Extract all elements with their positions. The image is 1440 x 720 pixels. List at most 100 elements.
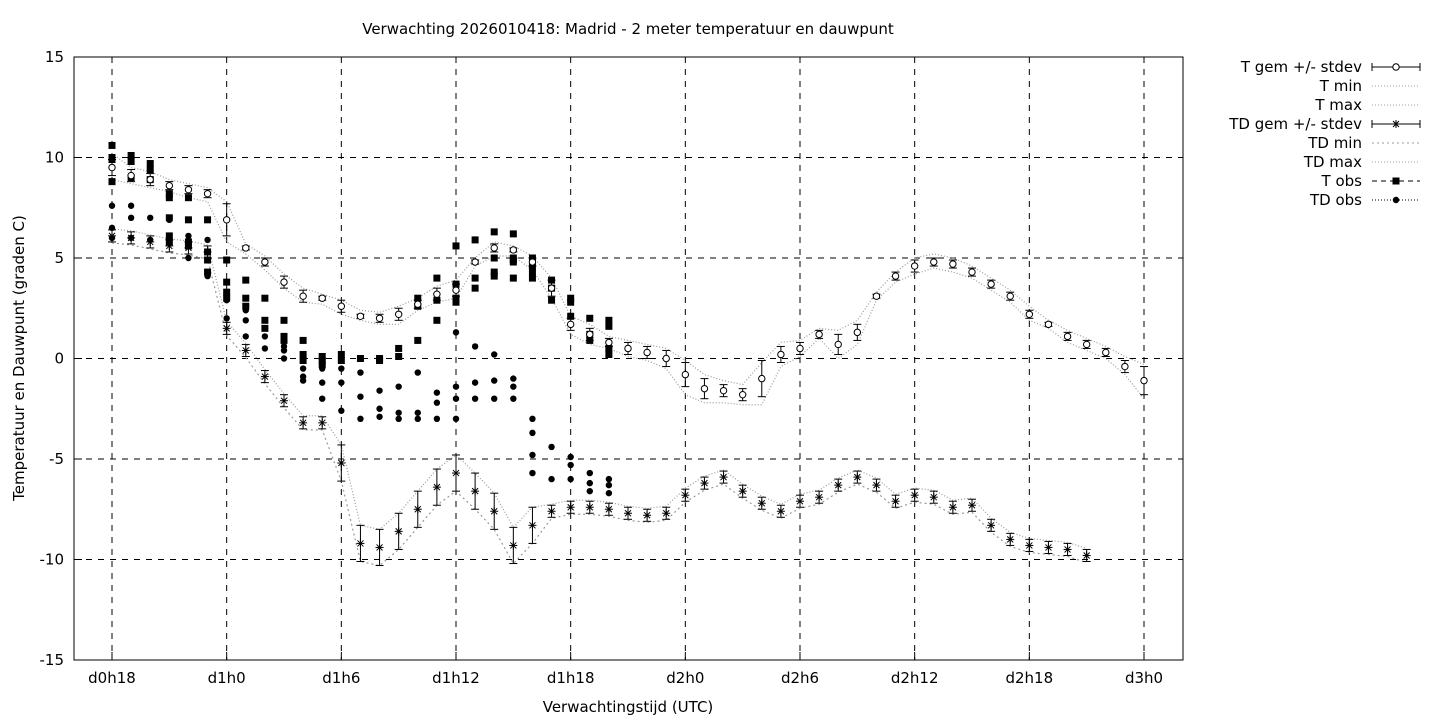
x-tick-label: d1h0 — [208, 669, 246, 687]
point-t-obs — [433, 274, 441, 282]
chart-title: Verwachting 2026010418: Madrid - 2 meter… — [362, 20, 894, 38]
point-t-obs — [108, 178, 116, 186]
point-t-gem — [528, 258, 537, 266]
point-t-obs — [567, 294, 575, 302]
series-td-max-line — [111, 228, 1087, 550]
point-td-gem — [432, 483, 441, 492]
point-t-gem — [127, 171, 135, 180]
point-t-gem — [299, 292, 307, 300]
point-td-obs — [491, 395, 498, 402]
point-t-obs — [567, 298, 575, 306]
star-stroke — [586, 503, 594, 511]
legend-label: T min — [1319, 77, 1362, 95]
point-td-obs — [127, 202, 135, 209]
point-t-obs — [242, 294, 250, 302]
point-td-gem — [719, 473, 728, 482]
point-td-gem — [299, 418, 308, 427]
legend-marker — [1392, 177, 1400, 185]
point-td-obs — [242, 307, 249, 314]
point-td-gem — [738, 487, 747, 496]
point-td-obs — [414, 409, 421, 416]
point-t-obs — [490, 272, 498, 280]
point-t-gem — [1082, 340, 1091, 349]
star-stroke — [720, 473, 727, 481]
star-stroke — [1392, 120, 1400, 128]
point-t-obs — [299, 357, 307, 365]
point-td-obs — [395, 409, 402, 416]
point-td-obs — [414, 369, 421, 376]
legend-label: TD obs — [1309, 191, 1362, 209]
point-t-gem — [1121, 362, 1129, 371]
star-stroke — [968, 501, 976, 509]
point-t-obs — [528, 268, 536, 276]
point-t-gem — [1044, 320, 1053, 329]
star-stroke — [395, 528, 403, 535]
point-t-gem — [719, 386, 728, 395]
star-stroke — [892, 497, 899, 505]
point-t-obs — [395, 352, 403, 360]
point-td-obs — [185, 232, 192, 240]
point-t-gem — [1140, 376, 1148, 385]
point-td-obs — [280, 355, 288, 362]
point-td-gem — [1006, 535, 1015, 544]
point-td-gem — [184, 243, 193, 252]
data-series — [108, 141, 1148, 567]
y-tick-label: -5 — [49, 450, 64, 468]
y-tick-label: 0 — [54, 350, 64, 368]
point-td-obs — [185, 254, 192, 262]
point-td-gem — [280, 396, 288, 405]
star-stroke — [204, 248, 211, 256]
point-t-gem — [242, 244, 250, 252]
point-t-gem — [261, 258, 269, 266]
point-t-gem — [280, 278, 288, 286]
point-td-gem — [700, 479, 709, 488]
star-stroke — [796, 497, 804, 505]
point-td-obs — [567, 453, 574, 461]
point-t-obs — [127, 151, 135, 159]
point-t-gem — [624, 344, 632, 353]
point-t-gem — [949, 260, 957, 268]
point-td-gem — [241, 346, 250, 355]
point-t-obs — [567, 312, 575, 320]
point-td-gem — [891, 497, 900, 506]
point-t-gem — [968, 268, 976, 276]
point-td-gem — [643, 511, 652, 520]
point-td-obs — [319, 395, 326, 402]
point-t-obs — [146, 166, 154, 174]
point-t-gem — [414, 300, 422, 308]
star-stroke — [108, 232, 116, 240]
star-stroke — [127, 234, 135, 242]
point-td-obs — [529, 451, 536, 459]
y-axis-label: Temperatuur en Dauwpunt (graden C) — [10, 215, 28, 502]
point-td-obs — [567, 461, 574, 469]
legend-label: TD gem +/- stdev — [1228, 115, 1362, 133]
star-stroke — [337, 459, 345, 467]
point-t-gem — [203, 189, 212, 198]
point-td-obs — [433, 415, 441, 422]
x-tick-label: d1h6 — [322, 669, 360, 687]
point-td-gem — [260, 372, 269, 381]
point-t-gem — [184, 185, 193, 194]
star-stroke — [834, 481, 842, 489]
point-td-obs — [204, 272, 211, 280]
star-stroke — [299, 419, 307, 427]
star-stroke — [1025, 542, 1033, 549]
point-t-obs — [509, 230, 517, 238]
star-stroke — [681, 491, 689, 499]
point-td-gem — [585, 503, 594, 512]
point-td-obs — [414, 415, 421, 422]
point-t-obs — [605, 344, 613, 352]
point-t-obs — [414, 336, 422, 344]
point-td-gem — [509, 541, 518, 550]
point-td-gem — [1063, 545, 1072, 554]
star-stroke — [318, 419, 326, 427]
star-stroke — [376, 544, 383, 551]
point-t-gem — [853, 328, 862, 337]
point-td-obs — [586, 479, 593, 487]
point-t-obs — [204, 256, 212, 264]
point-td-obs — [433, 399, 441, 406]
point-t-gem — [146, 175, 154, 184]
y-tick-label: 5 — [54, 249, 64, 267]
point-td-obs — [108, 202, 116, 209]
